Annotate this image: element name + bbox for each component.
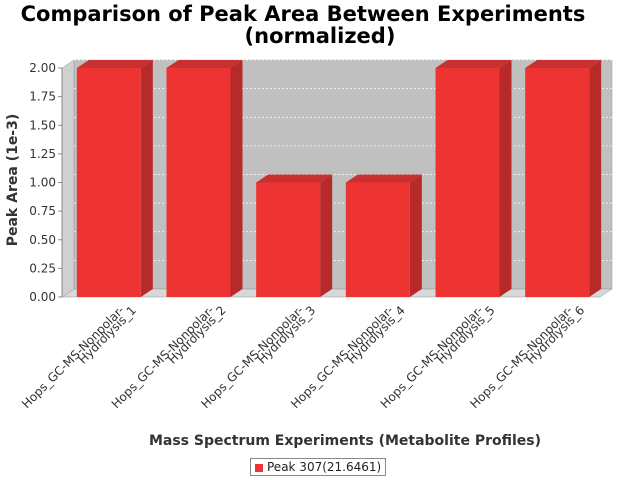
bar [166,68,231,297]
bar-top [76,60,153,68]
bar-top [166,60,243,68]
bar-side [499,60,512,297]
y-tick-label: 0.75 [29,204,56,218]
bar-top [525,60,602,68]
y-tick-label: 0.00 [29,290,56,304]
plot-side-wall [61,59,75,298]
y-tick-label: 0.25 [29,261,56,275]
bar [435,68,500,297]
bar-side [409,174,422,297]
legend-series-label: Peak 307(21.6461) [267,460,382,474]
y-tick-label: 1.00 [29,176,56,190]
x-axis-label: Mass Spectrum Experiments (Metabolite Pr… [149,433,541,449]
bar-top [345,174,422,183]
y-tick-label: 0.50 [29,233,56,247]
bar-side [230,60,243,297]
bar-top [435,60,512,68]
chart-subtitle: (normalized) [245,24,396,48]
bar-side [320,174,333,297]
bar [76,68,141,297]
y-tick-label: 2.00 [29,61,56,75]
bar-side [140,60,153,297]
y-tick-label: 1.50 [29,118,56,132]
y-tick-label: 1.25 [29,147,56,161]
legend: Peak 307(21.6461) [250,458,387,476]
y-tick-label: 1.75 [29,90,56,104]
x-tick-label: Hops_GC-MS-Nonpolar- [19,303,127,411]
bar-side [589,60,602,297]
bar [345,182,410,297]
legend-swatch [255,463,263,472]
bar [525,68,590,297]
y-axis-label: Peak Area (1e-3) [5,114,21,247]
bar-top [256,174,333,183]
chart-title: Comparison of Peak Area Between Experime… [21,2,586,26]
plot-area: 0.00 0.25 0.50 0.75 1.00 1.25 1.50 1.75 2.00 Hops… [19,59,613,411]
bar [256,182,321,297]
